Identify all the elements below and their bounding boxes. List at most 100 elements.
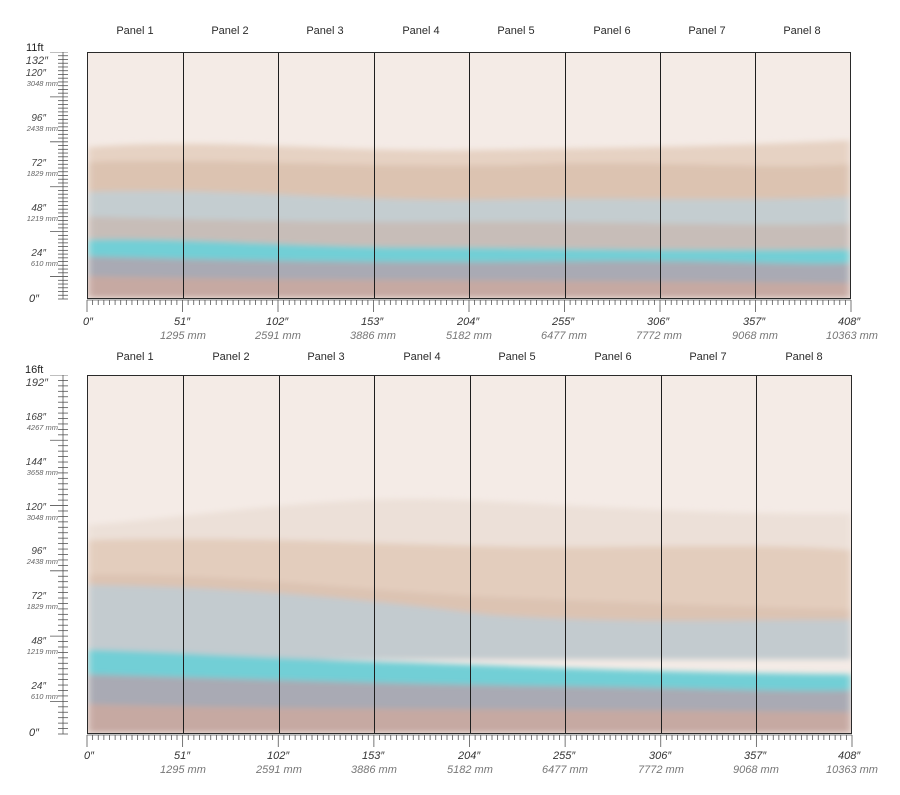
mural-artwork — [88, 376, 851, 733]
x-tick-inch: 408″ — [838, 750, 861, 762]
panel-label-6: Panel 6 — [593, 25, 631, 37]
panel-seam — [279, 376, 280, 733]
y-tick-mm: 2438 mm — [26, 124, 58, 133]
panel-label-2: Panel 2 — [211, 25, 249, 37]
wall-height-in: 192″ — [25, 377, 48, 389]
y-tick-mm: 3658 mm — [26, 468, 58, 477]
y-tick-mm: 610 mm — [30, 692, 58, 701]
y-tick-inch: 24″ — [31, 248, 46, 259]
panel-label-3: Panel 3 — [306, 25, 344, 37]
x-tick-inch: 357″ — [744, 750, 767, 762]
y-tick-inch: 24″ — [31, 681, 46, 692]
panel-label-8: Panel 8 — [783, 25, 821, 37]
panel-seam — [183, 376, 184, 733]
panel-label-3: Panel 3 — [307, 351, 345, 363]
y-tick-mm: 2438 mm — [26, 557, 58, 566]
y-tick-mm: 1829 mm — [26, 602, 58, 611]
y-tick-inch: 48″ — [31, 203, 46, 214]
y-tick-mm: 4267 mm — [26, 423, 58, 432]
panel-seam — [183, 53, 184, 298]
x-tick-inch: 51″ — [174, 316, 191, 328]
x-tick-inch: 306″ — [649, 750, 672, 762]
y-tick-inch: 96″ — [31, 546, 46, 557]
y-tick-inch: 120″ — [25, 502, 46, 513]
x-tick-inch: 204″ — [457, 316, 480, 328]
x-tick-inch: 255″ — [552, 316, 575, 328]
x-tick-inch: 51″ — [174, 750, 191, 762]
panel-label-4: Panel 4 — [403, 351, 441, 363]
panel-label-1: Panel 1 — [116, 25, 154, 37]
y-tick-mm: 3048 mm — [26, 79, 58, 88]
x-tick-inch: 255″ — [553, 750, 576, 762]
x-tick-mm: 7772 mm — [636, 330, 682, 342]
y-tick-inch: 96″ — [31, 113, 46, 124]
x-tick-mm: 5182 mm — [447, 764, 493, 776]
x-tick-inch: 357″ — [743, 316, 766, 328]
panel-seam — [469, 53, 470, 298]
panel-label-7: Panel 7 — [688, 25, 726, 37]
panel-label-5: Panel 5 — [497, 25, 535, 37]
panel-label-2: Panel 2 — [212, 351, 250, 363]
mural-preview — [87, 375, 852, 734]
mural-diagram-11ft: Panel 1 Panel 2 Panel 3 Panel 4 Panel 5 … — [0, 0, 900, 350]
x-tick-mm: 9068 mm — [732, 330, 778, 342]
y-tick-mm: 1829 mm — [26, 169, 58, 178]
x-tick-mm: 3886 mm — [351, 764, 397, 776]
y-zero-label: 0″ — [29, 293, 40, 305]
panel-seam — [660, 53, 661, 298]
x-zero-label: 0″ — [83, 316, 94, 328]
x-tick-mm: 2591 mm — [256, 764, 302, 776]
x-tick-inch: 102″ — [266, 316, 289, 328]
panel-seam — [661, 376, 662, 733]
y-zero-label: 0″ — [29, 727, 40, 739]
wall-height-in: 132″ — [25, 55, 48, 67]
x-zero-label: 0″ — [84, 750, 95, 762]
panel-seam — [565, 376, 566, 733]
x-tick-mm: 3886 mm — [350, 330, 396, 342]
x-tick-mm: 1295 mm — [160, 764, 206, 776]
height-ruler-ticks — [50, 52, 68, 300]
x-tick-inch: 153″ — [361, 316, 384, 328]
x-tick-mm: 10363 mm — [826, 330, 878, 342]
x-tick-inch: 102″ — [267, 750, 290, 762]
panel-label-7: Panel 7 — [689, 351, 727, 363]
panel-seam — [374, 376, 375, 733]
panel-seam — [756, 376, 757, 733]
x-tick-inch: 306″ — [647, 316, 670, 328]
x-tick-mm: 6477 mm — [541, 330, 587, 342]
width-ruler-ticks — [86, 299, 852, 312]
x-tick-inch: 408″ — [838, 316, 861, 328]
panel-seam — [374, 53, 375, 298]
panel-label-8: Panel 8 — [785, 351, 823, 363]
panel-seam — [470, 376, 471, 733]
x-tick-mm: 7772 mm — [638, 764, 684, 776]
y-tick-mm: 1219 mm — [26, 647, 58, 656]
y-tick-inch: 48″ — [31, 636, 46, 647]
wall-height-ft: 16ft — [25, 364, 44, 376]
y-tick-inch: 120″ — [25, 68, 46, 79]
x-tick-mm: 5182 mm — [446, 330, 492, 342]
y-tick-inch: 72″ — [31, 591, 46, 602]
y-tick-mm: 1219 mm — [26, 214, 58, 223]
panel-seam — [755, 53, 756, 298]
width-ruler-ticks — [86, 734, 853, 747]
x-tick-inch: 204″ — [458, 750, 481, 762]
x-tick-mm: 2591 mm — [255, 330, 301, 342]
height-ruler-ticks — [50, 375, 68, 735]
x-tick-mm: 10363 mm — [826, 764, 878, 776]
panel-seam — [565, 53, 566, 298]
panel-label-1: Panel 1 — [116, 351, 154, 363]
panel-label-5: Panel 5 — [498, 351, 536, 363]
mural-preview — [87, 52, 851, 299]
y-tick-mm: 610 mm — [30, 259, 58, 268]
x-tick-mm: 6477 mm — [542, 764, 588, 776]
y-tick-mm: 3048 mm — [26, 513, 58, 522]
y-tick-inch: 144″ — [25, 457, 46, 468]
panel-label-6: Panel 6 — [594, 351, 632, 363]
panel-label-4: Panel 4 — [402, 25, 440, 37]
x-tick-mm: 1295 mm — [160, 330, 206, 342]
y-tick-inch: 168″ — [25, 412, 46, 423]
x-tick-mm: 9068 mm — [733, 764, 779, 776]
wall-height-ft: 11ft — [26, 42, 44, 54]
